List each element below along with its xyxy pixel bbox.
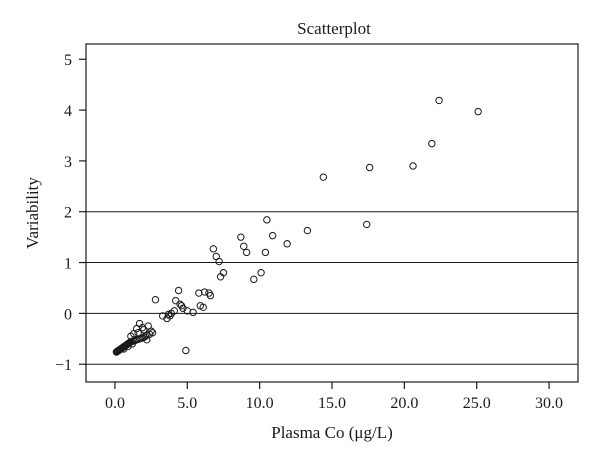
y-tick-label: −1	[55, 357, 72, 374]
data-point	[143, 336, 151, 344]
y-tick-label: 4	[64, 103, 72, 120]
data-point	[268, 231, 277, 240]
y-axis-ticks: −1 0 1 2 3 4 5	[55, 52, 86, 374]
data-point	[215, 257, 223, 266]
data-point	[179, 304, 187, 313]
x-tick-label: 10.0	[246, 395, 274, 412]
data-point	[172, 296, 180, 305]
data-point	[303, 226, 312, 235]
x-axis-ticks: 0.0 5.0 10.0 15.0 20.0 25.0 30.0	[105, 382, 563, 412]
y-tick-label: 5	[64, 52, 72, 69]
plot-frame	[85, 43, 579, 383]
data-point	[138, 323, 147, 332]
reference-lines	[86, 211, 578, 365]
data-point	[319, 173, 328, 181]
data-point	[151, 295, 160, 304]
data-point	[250, 275, 258, 284]
data-point	[200, 288, 209, 296]
data-point	[124, 342, 132, 351]
y-tick-label: 3	[64, 154, 72, 171]
data-point	[261, 248, 270, 257]
x-tick-label: 5.0	[177, 395, 197, 412]
x-tick-label: 30.0	[535, 395, 563, 412]
y-tick-label: 1	[64, 256, 72, 273]
x-tick-label: 20.0	[390, 395, 418, 412]
data-point	[174, 286, 183, 295]
data-point	[435, 96, 443, 105]
data-point	[189, 308, 197, 317]
data-point	[182, 346, 190, 355]
data-point	[242, 248, 251, 257]
x-axis-label: Plasma Co (μg/L)	[271, 423, 393, 442]
x-tick-label: 15.0	[318, 395, 346, 412]
data-point	[148, 328, 157, 337]
data-point	[240, 242, 248, 250]
data-point	[283, 240, 291, 248]
data-point	[237, 233, 245, 241]
data-point	[134, 328, 142, 337]
data-point	[363, 220, 371, 229]
data-point	[365, 163, 374, 172]
chart-title: Scatterplot	[297, 19, 371, 38]
data-point	[119, 345, 128, 353]
y-tick-label: 2	[64, 205, 72, 222]
data-point	[409, 162, 417, 170]
data-points	[112, 96, 482, 356]
data-point	[140, 325, 148, 334]
data-point	[257, 269, 265, 277]
data-point	[128, 340, 137, 348]
data-point	[219, 269, 228, 277]
data-point	[164, 310, 173, 319]
data-point	[147, 327, 155, 335]
x-tick-label: 0.0	[105, 395, 125, 412]
data-point	[206, 291, 215, 300]
data-point	[263, 216, 271, 224]
data-point	[170, 307, 178, 315]
y-axis-label: Variability	[23, 177, 42, 249]
data-point	[141, 332, 150, 340]
data-point	[209, 245, 218, 253]
data-point	[199, 303, 207, 311]
y-tick-label: 0	[64, 306, 72, 323]
data-point	[428, 139, 436, 148]
x-tick-label: 25.0	[463, 395, 491, 412]
data-point	[474, 107, 482, 116]
